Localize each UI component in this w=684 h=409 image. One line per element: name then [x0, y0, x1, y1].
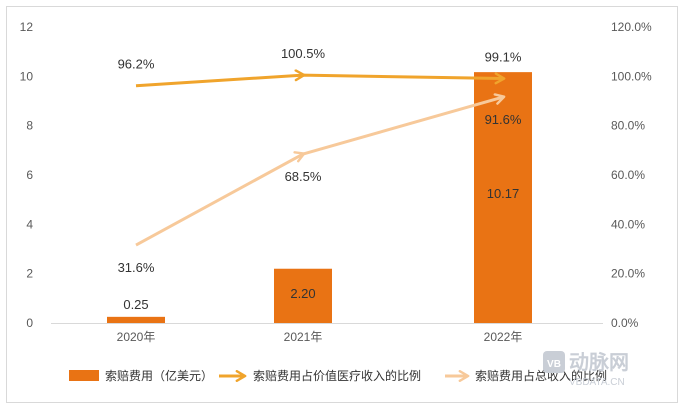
legend-swatch-bar — [69, 370, 99, 381]
watermark: VB 动脉网 VBDATA.CN — [543, 350, 629, 388]
bar — [107, 316, 165, 323]
right-tick-label: 40.0% — [611, 217, 645, 231]
line-a-value-label: 99.1% — [485, 50, 522, 65]
legend: 索赔费用（亿美元） 索赔费用占价值医疗收入的比例 索赔费用占总收入的比例 — [69, 368, 607, 383]
watermark-logo-icon — [543, 351, 565, 373]
data-labels: 0.25 2.20 10.17 96.2% 100.5% 99.1% 31.6% 68.5% 9… — [118, 46, 522, 312]
bar-value-label: 0.25 — [123, 297, 148, 312]
right-tick-label: 120.0% — [611, 20, 652, 34]
right-tick-label: 0.0% — [611, 316, 639, 330]
right-tick-label: 80.0% — [611, 119, 645, 133]
x-axis-ticks: 2020年 2021年 2022年 — [117, 330, 523, 344]
right-axis-ticks: 0.0% 20.0% 40.0% 60.0% 80.0% 100.0% 120.0% — [611, 20, 652, 330]
legend-label: 索赔费用占总收入的比例 — [475, 368, 607, 383]
line-b-value-label: 68.5% — [285, 169, 322, 184]
right-tick-label: 60.0% — [611, 168, 645, 182]
combo-chart: 0 2 4 6 8 10 12 0.0% 20.0% 40.0% 60.0% 80.0% 100.0%… — [20, 20, 652, 388]
left-tick-label: 4 — [26, 217, 33, 231]
line-total-revenue-ratio — [135, 93, 506, 247]
watermark-domain: VBDATA.CN — [569, 377, 625, 388]
line-a-value-label: 100.5% — [281, 46, 326, 61]
line-a-value-label: 96.2% — [118, 57, 155, 72]
bar-series — [107, 72, 532, 323]
left-tick-label: 0 — [26, 316, 33, 330]
watermark-brand: 动脉网 — [569, 350, 629, 374]
chart-frame: 0 2 4 6 8 10 12 0.0% 20.0% 40.0% 60.0% 80.0% 100.0%… — [6, 6, 678, 403]
right-tick-label: 100.0% — [611, 69, 652, 83]
left-tick-label: 10 — [20, 69, 34, 83]
bar — [274, 268, 332, 323]
bar-value-label: 10.17 — [487, 186, 520, 201]
x-tick-label: 2022年 — [484, 330, 523, 344]
bar-value-label: 2.20 — [290, 286, 315, 301]
left-tick-label: 6 — [26, 168, 33, 182]
line-b-value-label: 91.6% — [485, 112, 522, 127]
x-tick-label: 2021年 — [284, 330, 323, 344]
left-tick-label: 2 — [26, 267, 33, 281]
legend-label: 索赔费用占价值医疗收入的比例 — [253, 368, 421, 383]
watermark-logo-text: VB — [547, 359, 561, 370]
left-tick-label: 12 — [20, 20, 34, 34]
x-tick-label: 2020年 — [117, 330, 156, 344]
right-tick-label: 20.0% — [611, 267, 645, 281]
left-tick-label: 8 — [26, 119, 33, 133]
line-b-value-label: 31.6% — [118, 260, 155, 275]
line-series — [135, 69, 506, 247]
left-axis-ticks: 0 2 4 6 8 10 12 — [20, 20, 34, 330]
legend-label: 索赔费用（亿美元） — [105, 368, 213, 383]
line-value-care-ratio — [135, 69, 506, 88]
